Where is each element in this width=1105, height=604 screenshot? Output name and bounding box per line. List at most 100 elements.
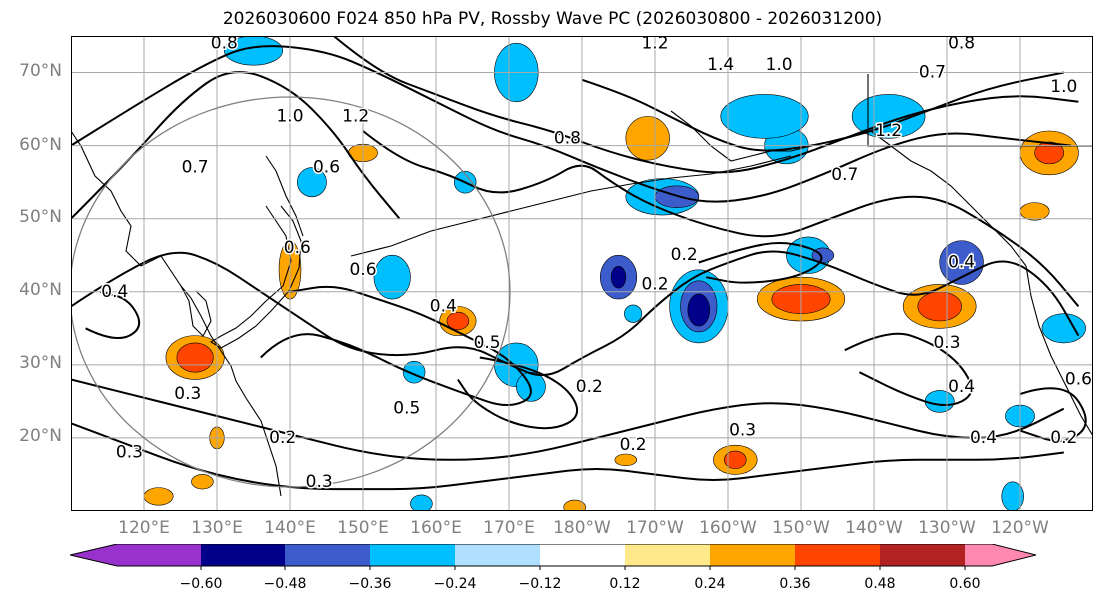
colorbar-extend-low [70, 544, 201, 566]
colorbar-tick-label: −0.36 [348, 576, 392, 592]
pv-contour [71, 422, 1064, 491]
contour-label-layer: 0.8 1.2 0.80.71.4 1.01.0 1.21.20.80.60.7 0.71… [100, 36, 1093, 493]
contour-label: 0.7 [919, 63, 946, 83]
contour-label: 0.2 [620, 435, 647, 455]
pv-contour [260, 285, 532, 407]
lat-label-40n: 40°N [19, 280, 62, 300]
lon-label-160w: 160°W [699, 518, 757, 538]
lon-label-180w: 180°W [553, 518, 611, 538]
positive-pc-anomaly [614, 453, 638, 466]
lat-label-60n: 60°N [19, 135, 62, 155]
contour-label: 1.0 [276, 106, 303, 126]
contour-label: 0.2 [269, 428, 296, 448]
negative-pc-anomaly [410, 494, 433, 511]
contour-label: 0.6 [284, 238, 311, 258]
contour-label: 0.5 [474, 333, 501, 353]
positive-pc-anomaly [917, 291, 962, 322]
lon-label-150w: 150°W [772, 518, 830, 538]
colorbar-tick-label: −0.12 [518, 576, 562, 592]
pv-contour [85, 290, 141, 339]
lon-label-140w: 140°W [845, 518, 903, 538]
pv-contour [698, 242, 823, 284]
negative-pc-anomaly [610, 265, 627, 289]
lon-label-130w: 130°W [918, 518, 976, 538]
contour-label: 0.7 [182, 158, 209, 178]
contour-label: 0.4 [948, 377, 975, 397]
contour-label: 1.2 [875, 121, 902, 141]
lon-label-160e: 160°E [410, 518, 462, 538]
contour-label: 0.8 [554, 128, 581, 148]
contour-label: 0.2 [641, 274, 668, 294]
positive-pc-anomaly [1034, 141, 1065, 165]
contour-label: 0.3 [116, 443, 143, 463]
pv-contour [71, 45, 1072, 203]
colorbar-tick-label: 0.60 [949, 576, 981, 592]
contour-label: 0.2 [671, 245, 698, 265]
negative-pc-anomaly [373, 254, 411, 300]
pc-anomaly-layer [143, 36, 1086, 511]
lat-label-70n: 70°N [19, 61, 62, 81]
colorbar-bin-2 [285, 544, 370, 566]
contour-label: 0.6 [313, 158, 340, 178]
pv-contour [1019, 387, 1087, 442]
colorbar-bin-6 [625, 544, 710, 566]
negative-pc-anomaly [624, 304, 643, 323]
negative-pc-anomaly [1041, 313, 1086, 344]
positive-pc-anomaly [446, 311, 470, 331]
pv-contour [71, 378, 1065, 461]
colorbar-bin-3 [370, 544, 455, 566]
lon-label-140e: 140°E [264, 518, 316, 538]
colorbar-tick-label: −0.60 [179, 576, 223, 592]
positive-pc-anomaly [191, 474, 214, 490]
contour-label: 0.8 [948, 36, 975, 53]
contour-label: 0.3 [306, 472, 333, 492]
lat-label-30n: 30°N [19, 353, 62, 373]
contour-label: 0.8 [211, 36, 238, 53]
colorbar-tick-label: −0.48 [263, 576, 307, 592]
negative-pc-anomaly [939, 240, 984, 285]
negative-pc-anomaly [296, 167, 327, 198]
map-panel[interactable]: 0.8 1.2 0.80.71.4 1.01.0 1.21.20.80.60.7 0.71… [71, 36, 1093, 511]
contour-label: 0.4 [970, 428, 997, 448]
lon-label-170e: 170°E [483, 518, 535, 538]
pv-contour [457, 356, 579, 430]
contour-label: 1.0 [1050, 77, 1077, 97]
japan-coastline [209, 205, 302, 349]
lon-label-120w: 120°W [991, 518, 1049, 538]
colorbar-tick-label: 0.36 [779, 576, 811, 592]
lon-label-120e: 120°E [118, 518, 170, 538]
positive-pc-anomaly [563, 499, 586, 511]
lon-label-170w: 170°W [626, 518, 684, 538]
contour-label: 0.6 [1065, 369, 1092, 389]
colorbar-extend-high [965, 544, 1036, 566]
contour-label: 0.4 [101, 282, 128, 302]
negative-pc-anomaly [687, 293, 711, 327]
pv-contour-layer [71, 36, 1087, 491]
rossby-wave-packet-circle [71, 96, 511, 488]
positive-pc-anomaly [1019, 202, 1050, 221]
negative-pc-anomaly [224, 36, 283, 66]
pv-contour [71, 250, 1080, 377]
contour-label: 0.3 [729, 421, 756, 441]
pv-contour [71, 71, 401, 220]
contour-label: 0.4 [430, 296, 457, 316]
contour-label: 0.6 [349, 260, 376, 280]
pv-contour [844, 332, 973, 407]
colorbar-bin-8 [795, 544, 880, 566]
contour-label: 1.4 [707, 55, 734, 75]
negative-pc-anomaly [851, 94, 926, 139]
kamchatka-coastline [265, 155, 304, 237]
colorbar [70, 544, 1036, 570]
contour-label: 0.4 [948, 253, 975, 273]
map-title: 2026030600 F024 850 hPa PV, Rossby Wave … [222, 9, 883, 29]
colorbar-bin-1 [201, 544, 286, 566]
positive-pc-anomaly [176, 342, 214, 373]
positive-pc-anomaly [143, 487, 174, 506]
colorbar-tick-label: 0.24 [694, 576, 726, 592]
north-america-coastline [1025, 265, 1093, 437]
pv-contour [581, 71, 1064, 152]
graticule [71, 36, 1093, 511]
colorbar-tick-label: 0.48 [864, 576, 896, 592]
positive-pc-anomaly [625, 116, 670, 161]
lat-label-20n: 20°N [19, 426, 62, 446]
